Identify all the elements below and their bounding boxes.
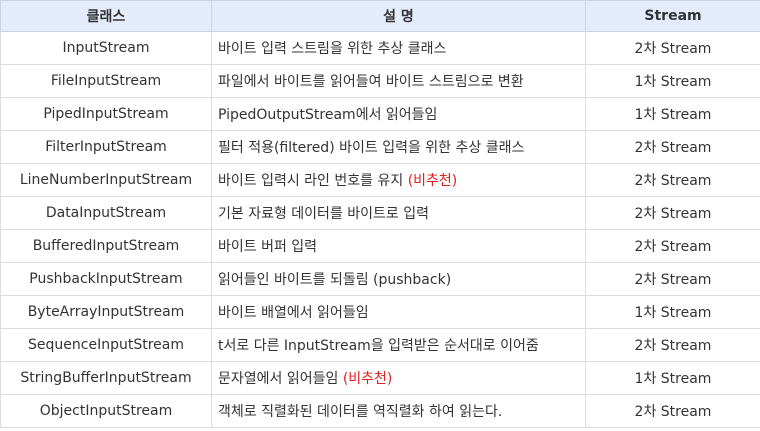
class-name-cell: FileInputStream [0, 64, 212, 98]
table-row: LineNumberInputStream 바이트 입력시 라인 번호를 유지 … [0, 163, 760, 197]
table-row: StringBufferInputStream 문자열에서 읽어들임 (비추천)… [0, 361, 760, 395]
stream-type-cell: 2차 Stream [585, 262, 760, 296]
deprecated-note: (비추천) [342, 371, 393, 387]
table-row: ObjectInputStream 객체로 직렬화된 데이터를 역직렬화 하여 … [0, 394, 760, 428]
class-name-cell: InputStream [0, 31, 212, 65]
table-row: BufferedInputStream 바이트 버퍼 입력 2차 Stream [0, 229, 760, 263]
description-text: 바이트 입력 스트림을 위한 추상 클래스 [218, 41, 447, 57]
description-cell: PipedOutputStream에서 읽어들임 [211, 97, 586, 131]
description-text: 기본 자료형 데이터를 바이트로 입력 [218, 206, 429, 222]
class-name-cell: FilterInputStream [0, 130, 212, 164]
stream-type-cell: 1차 Stream [585, 64, 760, 98]
description-cell: 바이트 버퍼 입력 [211, 229, 586, 263]
stream-type-cell: 1차 Stream [585, 361, 760, 395]
description-text: 읽어들인 바이트를 되돌림 (pushback) [218, 272, 452, 288]
class-name-cell: LineNumberInputStream [0, 163, 212, 197]
stream-type-cell: 2차 Stream [585, 229, 760, 263]
class-name-cell: StringBufferInputStream [0, 361, 212, 395]
deprecated-note: (비추천) [407, 173, 458, 189]
description-cell: 기본 자료형 데이터를 바이트로 입력 [211, 196, 586, 230]
header-class: 클래스 [0, 0, 212, 32]
table-row: PipedInputStream PipedOutputStream에서 읽어들… [0, 97, 760, 131]
class-name-cell: ObjectInputStream [0, 394, 212, 428]
description-cell: 객체로 직렬화된 데이터를 역직렬화 하여 읽는다. [211, 394, 586, 428]
description-cell: 바이트 배열에서 읽어들임 [211, 295, 586, 329]
stream-type-cell: 1차 Stream [585, 97, 760, 131]
class-name-cell: ByteArrayInputStream [0, 295, 212, 329]
header-stream: Stream [585, 0, 760, 32]
header-description: 설 명 [211, 0, 586, 32]
stream-type-cell: 2차 Stream [585, 394, 760, 428]
stream-type-cell: 2차 Stream [585, 196, 760, 230]
description-cell: 바이트 입력 스트림을 위한 추상 클래스 [211, 31, 586, 65]
description-text: 필터 적용(filtered) 바이트 입력을 위한 추상 클래스 [218, 140, 525, 156]
description-text: 바이트 입력시 라인 번호를 유지 [218, 173, 408, 189]
table-row: PushbackInputStream 읽어들인 바이트를 되돌림 (pushb… [0, 262, 760, 296]
table-row: DataInputStream 기본 자료형 데이터를 바이트로 입력 2차 S… [0, 196, 760, 230]
table-row: FilterInputStream 필터 적용(filtered) 바이트 입력… [0, 130, 760, 164]
description-cell: 파일에서 바이트를 읽어들여 바이트 스트림으로 변환 [211, 64, 586, 98]
stream-type-cell: 1차 Stream [585, 295, 760, 329]
header-row: 클래스 설 명 Stream [0, 0, 760, 32]
class-name-cell: SequenceInputStream [0, 328, 212, 362]
stream-type-cell: 2차 Stream [585, 163, 760, 197]
description-text: PipedOutputStream에서 읽어들임 [218, 107, 438, 123]
stream-type-cell: 2차 Stream [585, 31, 760, 65]
description-text: 객체로 직렬화된 데이터를 역직렬화 하여 읽는다. [218, 404, 503, 420]
description-cell: t서로 다른 InputStream을 입력받은 순서대로 이어줌 [211, 328, 586, 362]
description-text: 파일에서 바이트를 읽어들여 바이트 스트림으로 변환 [218, 74, 524, 90]
class-name-cell: DataInputStream [0, 196, 212, 230]
table-row: SequenceInputStream t서로 다른 InputStream을 … [0, 328, 760, 362]
table-row: InputStream 바이트 입력 스트림을 위한 추상 클래스 2차 Str… [0, 31, 760, 65]
class-name-cell: BufferedInputStream [0, 229, 212, 263]
description-cell: 바이트 입력시 라인 번호를 유지 (비추천) [211, 163, 586, 197]
description-cell: 필터 적용(filtered) 바이트 입력을 위한 추상 클래스 [211, 130, 586, 164]
description-text: 바이트 버퍼 입력 [218, 239, 318, 255]
description-text: 문자열에서 읽어들임 [218, 371, 343, 387]
stream-type-cell: 2차 Stream [585, 130, 760, 164]
class-name-cell: PushbackInputStream [0, 262, 212, 296]
description-text: t서로 다른 InputStream을 입력받은 순서대로 이어줌 [218, 338, 539, 354]
table-row: FileInputStream 파일에서 바이트를 읽어들여 바이트 스트림으로… [0, 64, 760, 98]
table-row: ByteArrayInputStream 바이트 배열에서 읽어들임 1차 St… [0, 295, 760, 329]
description-cell: 문자열에서 읽어들임 (비추천) [211, 361, 586, 395]
stream-type-cell: 2차 Stream [585, 328, 760, 362]
description-cell: 읽어들인 바이트를 되돌림 (pushback) [211, 262, 586, 296]
description-text: 바이트 배열에서 읽어들임 [218, 305, 369, 321]
class-name-cell: PipedInputStream [0, 97, 212, 131]
